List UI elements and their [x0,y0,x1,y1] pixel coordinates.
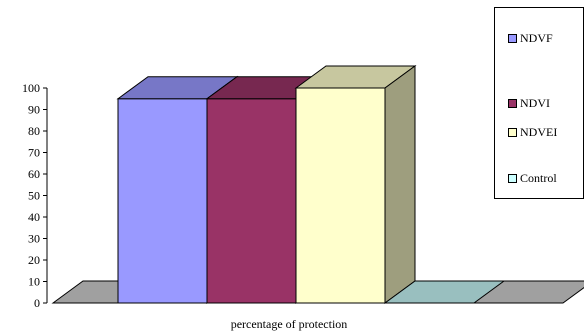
legend: NDVF NDVI NDVEI Control [494,7,584,199]
y-tick-label: 80 [28,124,40,138]
y-tick-label: 90 [28,103,40,117]
legend-swatch [508,128,517,137]
legend-label: NDVEI [520,125,558,139]
bars [116,65,506,304]
legend-swatch [508,99,517,108]
bar-front [206,98,297,304]
bar-control [383,280,506,304]
bar-side [384,65,416,304]
y-tick-label: 0 [34,296,40,310]
y-tick-label: 40 [28,210,40,224]
legend-label: NDVF [520,31,553,45]
y-tick-label: 30 [28,232,40,246]
y-tick-label: 10 [28,275,40,289]
legend-item-ndvi: NDVI [508,96,550,111]
x-axis-title: percentage of protection [231,317,348,331]
legend-item-control: Control [508,171,557,186]
bar-front [295,87,386,304]
y-tick-label: 70 [28,146,40,160]
legend-label: Control [520,171,557,185]
y-tick-label: 50 [28,189,40,203]
legend-item-ndvf: NDVF [508,31,553,46]
bar-front [117,98,208,304]
legend-swatch [508,34,517,43]
bar-ndvei [294,65,417,304]
legend-swatch [508,174,517,183]
y-axis: 0 10 20 30 40 50 60 70 80 90 100 [22,81,48,310]
legend-label: NDVI [520,96,550,110]
y-tick-label: 100 [22,81,40,95]
bar-top [383,280,506,304]
y-tick-label: 20 [28,253,40,267]
legend-item-ndvei: NDVEI [508,125,557,140]
y-tick-label: 60 [28,167,40,181]
